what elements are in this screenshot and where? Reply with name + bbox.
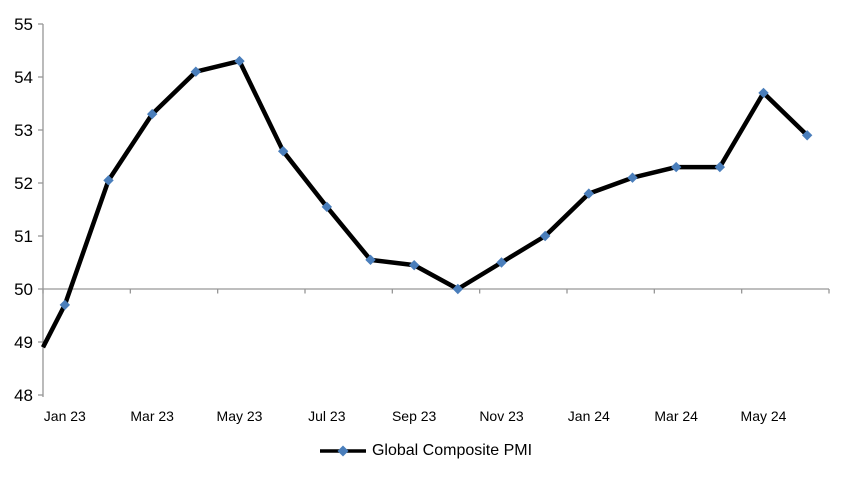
pmi-series-line: [40, 58, 809, 349]
data-point-marker: [452, 283, 464, 295]
data-point-marker: [496, 257, 507, 268]
chart-legend: Global Composite PMI: [0, 441, 852, 461]
legend-label: Global Composite PMI: [371, 442, 533, 459]
legend-line-diamond-icon: [319, 445, 366, 457]
data-point-marker: [714, 161, 726, 173]
y-axis-tick-label: 53: [14, 121, 33, 140]
x-axis-tick-label: Nov 23: [479, 408, 524, 424]
x-axis-tick-label: Mar 24: [654, 408, 698, 424]
y-axis-tick-label: 55: [14, 15, 33, 34]
y-axis-tick-label: 51: [14, 227, 33, 246]
data-point-marker: [103, 175, 114, 186]
data-point-marker: [59, 299, 71, 311]
x-axis-tick-label: Jul 23: [308, 408, 346, 424]
data-point-marker: [758, 87, 769, 99]
y-axis-tick-label: 50: [14, 280, 33, 299]
data-point-marker: [146, 108, 158, 120]
x-axis-tick-label: Sep 23: [392, 408, 437, 424]
plot-area: 48 49 50 51 52 53 54 55 Jan 23 Mar 23 May 23 Jul 23…: [14, 15, 830, 424]
data-point-marker: [627, 172, 638, 183]
data-point-marker: [539, 230, 551, 242]
data-point-marker: [365, 254, 376, 266]
data-point-marker: [670, 161, 682, 173]
x-axis-tick-label: May 24: [741, 408, 787, 424]
x-axis-tick-label: May 23: [217, 408, 263, 424]
data-point-marker: [234, 55, 245, 67]
data-point-marker: [408, 259, 420, 271]
x-axis-tick-label: Jan 23: [44, 408, 86, 424]
y-axis-tick-label: 48: [14, 386, 33, 405]
legend-diamond-sample: [337, 445, 349, 457]
data-point-marker: [190, 66, 202, 77]
x-axis-tick-label: Jan 24: [568, 408, 610, 424]
y-axis-tick-label: 52: [14, 174, 33, 193]
y-axis-tick-label: 49: [14, 333, 33, 352]
data-point-marker: [583, 188, 595, 199]
data-point-marker: [277, 146, 289, 157]
y-axis-tick-label: 54: [14, 68, 33, 87]
data-point-marker: [321, 201, 333, 213]
x-axis-tick-label: Mar 23: [130, 408, 174, 424]
data-point-marker: [801, 130, 813, 141]
